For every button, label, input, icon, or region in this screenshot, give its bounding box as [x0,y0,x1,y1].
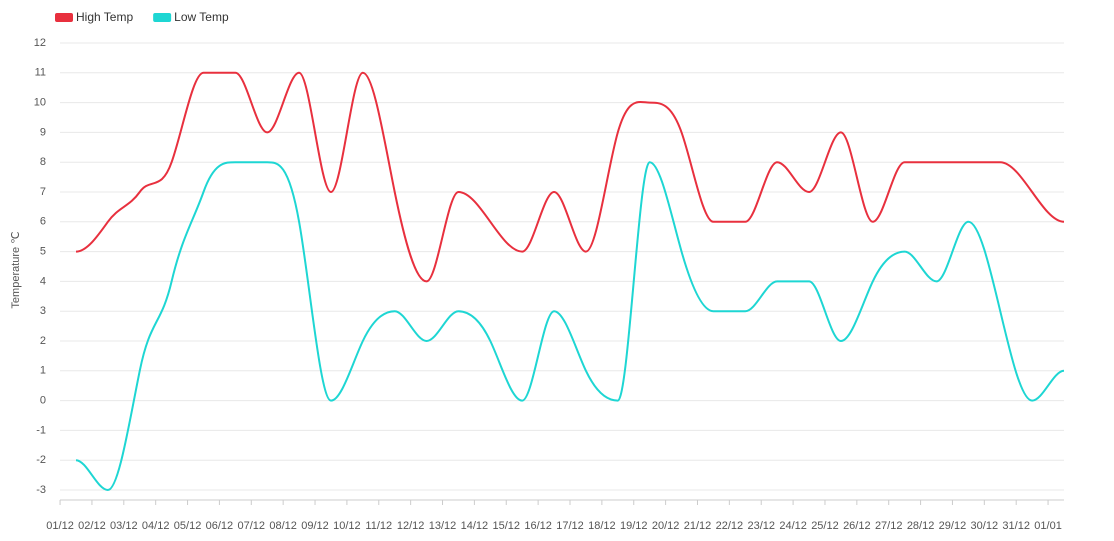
x-tick-label: 17/12 [556,520,584,532]
x-tick-label: 22/12 [716,520,744,532]
line [75,161,1065,492]
x-tick-label: 14/12 [461,520,489,532]
x-tick-label: 16/12 [524,520,552,532]
x-tick-label: 05/12 [174,520,202,532]
y-tick-label: 3 [40,305,46,317]
x-tick-label: 10/12 [333,520,361,532]
legend-swatch [153,13,172,22]
y-tick-label: 2 [40,335,46,347]
legend-label: High Temp [76,10,133,24]
y-tick-label: 0 [40,395,46,407]
x-tick-label: 15/12 [492,520,520,532]
x-tick-label: 23/12 [747,520,775,532]
x-tick-label: 12/12 [397,520,425,532]
legend-swatch [55,13,73,22]
y-tick-label: -2 [36,454,46,466]
y-tick-label: 11 [35,67,46,79]
x-tick-label: 09/12 [301,520,329,532]
y-tick-label: -3 [36,484,46,496]
x-tick-label: 30/12 [971,520,999,532]
line [75,71,1065,283]
y-tick-label: -1 [36,424,46,436]
y-tick-label: 6 [40,216,46,228]
x-tick-label: 19/12 [620,520,648,532]
y-tick-label: 8 [40,156,46,168]
x-tick-label: 21/12 [684,520,712,532]
x-tick-label: 28/12 [907,520,935,532]
y-tick-label: 10 [34,97,46,109]
x-tick-label: 07/12 [238,520,266,532]
y-tick-label: 5 [40,246,46,258]
x-tick-label: 03/12 [110,520,138,532]
x-tick-label: 25/12 [811,520,839,532]
x-tick-label: 08/12 [269,520,297,532]
y-tick-label: 9 [40,126,46,138]
x-tick-label: 27/12 [875,520,903,532]
x-tick-label: 06/12 [206,520,234,532]
x-tick-label: 13/12 [429,520,457,532]
x-tick-label: 29/12 [939,520,967,532]
y-axis-label: Temperature ℃ [10,231,22,308]
legend-label: Low Temp [174,10,229,24]
x-tick-label: 02/12 [78,520,106,532]
y-tick-label: 12 [34,37,46,49]
y-tick-label: 1 [40,365,46,377]
x-tick-label: 31/12 [1002,520,1030,532]
x-tick-label: 01/01 [1034,520,1062,532]
x-tick-label: 26/12 [843,520,871,532]
x-tick-label: 04/12 [142,520,170,532]
x-tick-label: 24/12 [779,520,807,532]
y-tick-label: 4 [40,275,46,287]
y-tick-label: 7 [40,186,46,198]
x-tick-label: 11/12 [365,520,392,532]
x-tick-label: 01/12 [46,520,74,532]
x-tick-label: 20/12 [652,520,680,532]
x-tick-label: 18/12 [588,520,616,532]
